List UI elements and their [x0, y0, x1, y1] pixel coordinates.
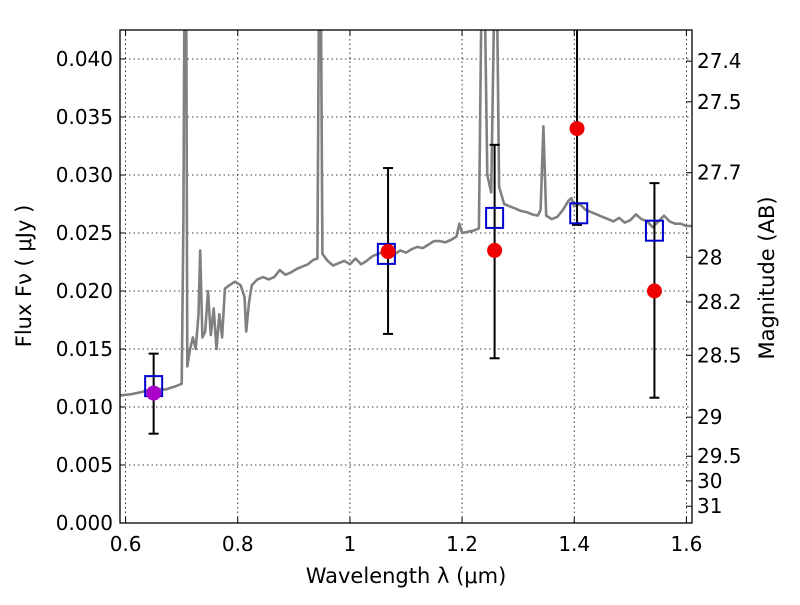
x-axis-ticks: 0.6 0.8 1 1.2 1.4 1.6 [110, 30, 702, 556]
right-tick-label: 27.4 [697, 49, 742, 73]
x-tick-label: 0.6 [110, 532, 142, 556]
right-tick-label: 27.7 [697, 161, 742, 185]
right-tick-label: 29 [697, 405, 722, 429]
y-tick-label: 0.010 [56, 395, 113, 419]
x-tick-label: 1.2 [446, 532, 478, 556]
spectrum-line [120, 30, 692, 397]
observed-point [380, 244, 396, 260]
y-tick-label: 0.020 [56, 279, 113, 303]
right-tick-label: 28 [697, 245, 722, 269]
y-tick-label: 0.035 [56, 105, 113, 129]
y-tick-label: 0.005 [56, 453, 113, 477]
y-tick-label: 0.000 [56, 511, 113, 535]
y-axis-ticks: 0.000 0.005 0.010 0.015 0.020 0.025 0.030 0.035… [56, 47, 126, 535]
y-tick-label: 0.015 [56, 337, 113, 361]
right-axis-title: Magnitude (AB) [755, 196, 779, 359]
observed-point [646, 283, 662, 299]
right-tick-label: 27.5 [697, 90, 742, 114]
observed-point [487, 242, 503, 258]
y-axis-title: Flux Fν ( μJy ) [12, 205, 36, 348]
x-tick-label: 1.6 [670, 532, 702, 556]
y-tick-label: 0.025 [56, 221, 113, 245]
right-tick-label: 31 [697, 494, 722, 518]
right-tick-label: 28.2 [697, 290, 742, 314]
x-tick-label: 1.4 [558, 532, 590, 556]
spectrum-layer [120, 30, 692, 397]
y-tick-label: 0.040 [56, 47, 113, 71]
observed-point [146, 385, 162, 401]
right-tick-label: 30 [697, 469, 722, 493]
model-square-marker [569, 202, 589, 225]
x-tick-label: 1 [344, 532, 357, 556]
observed-point [569, 121, 585, 137]
model-square-marker [644, 219, 664, 242]
right-tick-label: 28.5 [697, 343, 742, 367]
plot-frame [119, 29, 693, 524]
photometry-layer [144, 30, 664, 435]
x-tick-label: 0.8 [222, 532, 254, 556]
right-tick-label: 29.5 [697, 444, 742, 468]
model-square-marker [485, 206, 505, 229]
x-axis-title: Wavelength λ (μm) [306, 564, 507, 588]
y-tick-label: 0.030 [56, 163, 113, 187]
